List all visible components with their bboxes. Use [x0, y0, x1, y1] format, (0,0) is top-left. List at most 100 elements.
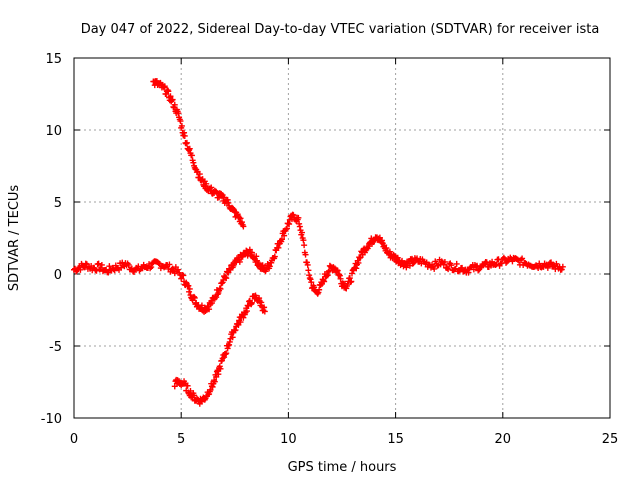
data-point	[296, 223, 303, 230]
data-point	[304, 261, 311, 268]
data-point	[281, 232, 288, 239]
data-point	[271, 253, 278, 260]
data-point	[431, 265, 438, 272]
data-point	[181, 132, 188, 139]
data-point	[240, 223, 247, 230]
data-point	[347, 279, 354, 286]
data-point	[183, 140, 190, 147]
data-point	[148, 264, 155, 271]
data-point	[348, 278, 355, 285]
data-point	[518, 256, 525, 263]
data-point	[441, 258, 448, 265]
data-point	[222, 274, 229, 281]
data-point	[218, 280, 225, 287]
y-tick-labels: -10 -5 0 5 10 15	[41, 52, 62, 427]
data-point	[217, 365, 224, 372]
data-point	[253, 257, 260, 264]
data-point	[311, 284, 318, 291]
data-point	[106, 263, 113, 270]
data-point	[536, 260, 543, 267]
x-tick-label: 5	[177, 432, 185, 447]
y-tick-label: 10	[45, 124, 62, 139]
x-tick-label: 15	[387, 432, 404, 447]
data-point	[237, 319, 244, 326]
data-point	[196, 171, 203, 178]
data-point	[191, 293, 198, 300]
x-tick-label: 25	[602, 432, 619, 447]
data-point	[470, 266, 477, 273]
data-point	[337, 275, 344, 282]
grid-lines	[74, 58, 610, 418]
data-point	[191, 294, 198, 301]
data-point	[95, 260, 102, 267]
data-point	[169, 96, 176, 103]
data-point	[222, 351, 229, 358]
y-tick-label: -5	[49, 340, 62, 355]
data-point	[98, 261, 105, 268]
data-point	[325, 268, 332, 275]
data-point	[320, 277, 327, 284]
data-point	[316, 286, 323, 293]
data-point	[261, 304, 268, 311]
data-point	[203, 180, 210, 187]
data-point	[224, 196, 231, 203]
data-point	[183, 139, 190, 146]
data-point	[237, 215, 244, 222]
data-point	[125, 261, 132, 268]
data-point	[225, 342, 232, 349]
series-main-trace	[71, 211, 566, 315]
data-point	[178, 122, 185, 129]
data-points	[71, 78, 566, 407]
data-point	[229, 334, 236, 341]
data-point	[302, 251, 309, 258]
data-point	[155, 260, 162, 267]
data-point	[177, 118, 184, 125]
data-point	[225, 199, 232, 206]
data-point	[394, 254, 401, 261]
data-point	[266, 263, 273, 270]
data-point	[275, 244, 282, 251]
y-tick-label: 15	[45, 52, 62, 67]
data-point	[209, 383, 216, 390]
data-point	[403, 264, 410, 271]
data-point	[444, 264, 451, 271]
data-point	[459, 264, 466, 271]
data-point	[243, 308, 250, 315]
data-point	[263, 266, 270, 273]
data-point	[306, 275, 313, 282]
data-point	[283, 225, 290, 232]
x-tick-labels: 0 5 10 15 20 25	[70, 432, 618, 447]
data-point	[295, 214, 302, 221]
data-point	[215, 371, 222, 378]
data-point	[174, 266, 181, 273]
data-point	[232, 327, 239, 334]
data-point	[383, 244, 390, 251]
series-falling-branch	[150, 78, 247, 230]
data-point	[171, 101, 178, 108]
data-point	[306, 272, 313, 279]
data-point	[223, 350, 230, 357]
data-point	[346, 275, 353, 282]
plot-frame	[73, 57, 611, 419]
x-tick-label: 20	[495, 432, 512, 447]
data-point	[167, 93, 174, 100]
data-point	[226, 338, 233, 345]
data-point	[226, 341, 233, 348]
data-point	[166, 261, 173, 268]
data-point	[261, 308, 268, 315]
data-point	[223, 275, 230, 282]
data-point	[164, 87, 171, 94]
data-point	[256, 295, 263, 302]
data-point	[553, 260, 560, 267]
data-point	[503, 259, 510, 266]
data-point	[93, 267, 100, 274]
series-rising-branch	[171, 292, 268, 407]
x-tick-label: 0	[70, 432, 78, 447]
data-point	[465, 269, 472, 276]
data-point	[379, 237, 386, 244]
data-point	[548, 259, 555, 266]
data-point	[206, 306, 213, 313]
data-point	[161, 84, 168, 91]
data-point	[201, 396, 208, 403]
data-point	[258, 299, 265, 306]
